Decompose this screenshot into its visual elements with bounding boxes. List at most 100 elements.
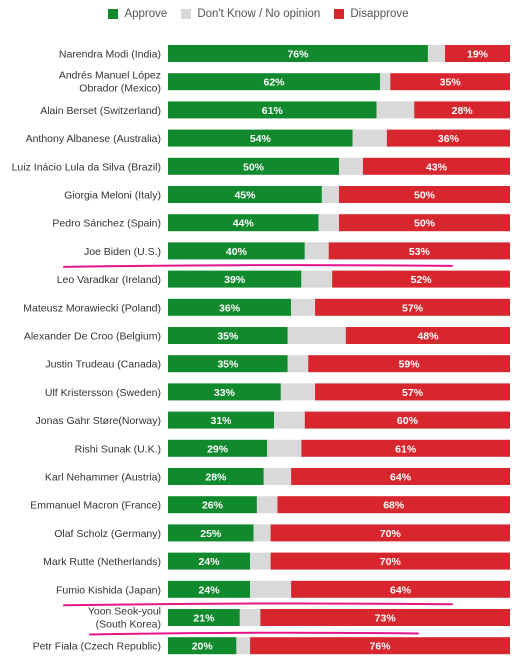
category-label-alain-berset-switzerland: Alain Berset (Switzerland): [40, 105, 161, 117]
bar-approve-anthony-albanese-australia: [168, 129, 353, 147]
bar-disapprove-mateusz-morawiecki-poland: [315, 298, 510, 316]
bar-approve-emmanuel-macron-france: [168, 496, 257, 514]
bar-dont-know-pedro-s-nchez-spain: [318, 214, 339, 232]
bar-approve-narendra-modi-india: [168, 45, 428, 62]
category-label-line: Obrador (Mexico): [79, 83, 161, 95]
highlight-underline-fumio-kishida-japan: [63, 602, 453, 607]
category-label-luiz-in-cio-lula-da-silva-brazil: Luiz Inácio Lula da Silva (Brazil): [12, 161, 161, 173]
bar-dont-know-leo-varadkar-ireland: [301, 270, 333, 288]
category-label-leo-varadkar-ireland: Leo Varadkar (Ireland): [57, 274, 161, 286]
label-approve-andr-s-manuel-l-pez-obrador-mexico: 62%: [264, 77, 286, 89]
bar-approve-petr-fiala-czech-republic: [168, 637, 237, 655]
label-approve-luiz-in-cio-lula-da-silva-brazil: 50%: [243, 161, 265, 173]
category-label-anthony-albanese-australia: Anthony Albanese (Australia): [26, 133, 161, 145]
legend-dont-know-label: Don't Know / No opinion: [197, 8, 321, 20]
label-approve-olaf-scholz-germany: 25%: [200, 528, 222, 540]
bar-dont-know-petr-fiala-czech-republic: [236, 637, 251, 655]
bar-disapprove-rishi-sunak-u-k: [301, 439, 510, 457]
bar-disapprove-emmanuel-macron-france: [277, 496, 510, 514]
legend-disapprove: Disapprove: [334, 8, 409, 20]
bar-approve-karl-nehammer-austria: [168, 468, 264, 485]
bar-dont-know-mateusz-morawiecki-poland: [291, 298, 316, 316]
bar-dont-know-andr-s-manuel-l-pez-obrador-mexico: [380, 73, 391, 91]
bar-disapprove-ulf-kristersson-sweden: [315, 383, 510, 401]
bar-dont-know-yoon-seok-youl-south-korea: [239, 609, 261, 626]
label-disapprove-jonas-gahr-st-re-norway: 60%: [397, 415, 419, 427]
label-disapprove-justin-trudeau-canada: 59%: [399, 359, 421, 371]
bar-disapprove-alexander-de-croo-belgium: [345, 327, 510, 344]
category-label-line: Andrés Manuel López: [59, 70, 161, 82]
bar-dont-know-anthony-albanese-australia: [352, 129, 387, 147]
bar-approve-pedro-s-nchez-spain: [168, 214, 319, 232]
category-label-giorgia-meloni-italy: Giorgia Meloni (Italy): [64, 190, 161, 202]
bar-disapprove-fumio-kishida-japan: [291, 580, 510, 598]
bar-disapprove-joe-biden-u-s: [328, 242, 510, 260]
bar-disapprove-justin-trudeau-canada: [308, 355, 510, 373]
bar-dont-know-jonas-gahr-st-re-norway: [274, 411, 305, 429]
bar-approve-giorgia-meloni-italy: [168, 186, 322, 203]
label-approve-justin-trudeau-canada: 35%: [217, 359, 239, 371]
label-approve-alain-berset-switzerland: 61%: [262, 105, 284, 117]
highlight-underline-yoon-seok-youl-south-korea: [89, 631, 419, 636]
label-disapprove-andr-s-manuel-l-pez-obrador-mexico: 35%: [440, 77, 462, 89]
label-approve-joe-biden-u-s: 40%: [226, 246, 248, 258]
label-disapprove-emmanuel-macron-france: 68%: [383, 500, 405, 512]
legend-approve: Approve: [108, 8, 167, 20]
bar-dont-know-narendra-modi-india: [427, 45, 446, 62]
legend: Approve Don't Know / No opinion Disappro…: [0, 6, 517, 22]
label-approve-jonas-gahr-st-re-norway: 31%: [211, 415, 233, 427]
label-disapprove-leo-varadkar-ireland: 52%: [411, 274, 433, 286]
category-label-ulf-kristersson-sweden: Ulf Kristersson (Sweden): [45, 387, 161, 399]
label-approve-pedro-s-nchez-spain: 44%: [233, 218, 255, 230]
category-label-yoon-seok-youl-south-korea: Yoon Seok-youl (South Korea): [88, 606, 161, 631]
label-approve-giorgia-meloni-italy: 45%: [234, 190, 256, 202]
category-label-mark-rutte-netherlands: Mark Rutte (Netherlands): [43, 556, 161, 568]
category-label-petr-fiala-czech-republic: Petr Fiala (Czech Republic): [33, 641, 161, 653]
label-disapprove-luiz-in-cio-lula-da-silva-brazil: 43%: [426, 161, 448, 173]
bar-disapprove-pedro-s-nchez-spain: [339, 214, 510, 232]
category-label-fumio-kishida-japan: Fumio Kishida (Japan): [56, 584, 161, 596]
label-disapprove-fumio-kishida-japan: 64%: [390, 584, 412, 596]
label-disapprove-rishi-sunak-u-k: 61%: [395, 443, 417, 455]
bar-disapprove-petr-fiala-czech-republic: [250, 637, 510, 655]
category-label-emmanuel-macron-france: Emmanuel Macron (France): [30, 500, 161, 512]
bar-disapprove-yoon-seok-youl-south-korea: [260, 609, 510, 626]
label-disapprove-joe-biden-u-s: 53%: [409, 246, 431, 258]
bar-approve-jonas-gahr-st-re-norway: [168, 411, 275, 429]
bar-dont-know-karl-nehammer-austria: [263, 468, 292, 485]
bar-dont-know-rishi-sunak-u-k: [267, 439, 302, 457]
label-approve-yoon-seok-youl-south-korea: 21%: [193, 613, 215, 625]
bar-disapprove-narendra-modi-india: [445, 45, 510, 62]
bar-disapprove-mark-rutte-netherlands: [270, 552, 510, 570]
label-disapprove-petr-fiala-czech-republic: 76%: [370, 641, 392, 653]
category-label-pedro-s-nchez-spain: Pedro Sánchez (Spain): [52, 218, 161, 230]
label-approve-rishi-sunak-u-k: 29%: [207, 443, 229, 455]
category-label-narendra-modi-india: Narendra Modi (India): [59, 49, 161, 61]
label-disapprove-alain-berset-switzerland: 28%: [452, 105, 474, 117]
legend-approve-label: Approve: [124, 8, 168, 20]
bar-disapprove-anthony-albanese-australia: [386, 129, 510, 147]
bar-disapprove-alain-berset-switzerland: [414, 101, 510, 119]
label-disapprove-karl-nehammer-austria: 64%: [390, 472, 412, 484]
legend-approve-swatch: [108, 9, 119, 19]
label-disapprove-yoon-seok-youl-south-korea: 73%: [375, 613, 397, 625]
bar-dont-know-ulf-kristersson-sweden: [280, 383, 316, 401]
category-label-jonas-gahr-st-re-norway: Jonas Gahr Støre(Norway): [36, 415, 161, 427]
bar-approve-rishi-sunak-u-k: [168, 439, 268, 457]
bar-dont-know-giorgia-meloni-italy: [321, 186, 339, 203]
bar-dont-know-luiz-in-cio-lula-da-silva-brazil: [339, 157, 363, 175]
label-approve-karl-nehammer-austria: 28%: [205, 472, 227, 484]
bar-approve-ulf-kristersson-sweden: [168, 383, 281, 401]
bar-approve-andr-s-manuel-l-pez-obrador-mexico: [168, 73, 381, 91]
bar-approve-alexander-de-croo-belgium: [168, 327, 288, 344]
bar-dont-know-alain-berset-switzerland: [376, 101, 415, 119]
label-approve-anthony-albanese-australia: 54%: [250, 133, 272, 145]
bar-disapprove-jonas-gahr-st-re-norway: [304, 411, 510, 429]
legend-disapprove-swatch: [334, 9, 345, 19]
category-label-alexander-de-croo-belgium: Alexander De Croo (Belgium): [24, 331, 161, 343]
bar-approve-alain-berset-switzerland: [168, 101, 377, 119]
label-approve-ulf-kristersson-sweden: 33%: [214, 387, 236, 399]
bar-dont-know-alexander-de-croo-belgium: [287, 327, 346, 344]
bar-approve-joe-biden-u-s: [168, 242, 305, 260]
